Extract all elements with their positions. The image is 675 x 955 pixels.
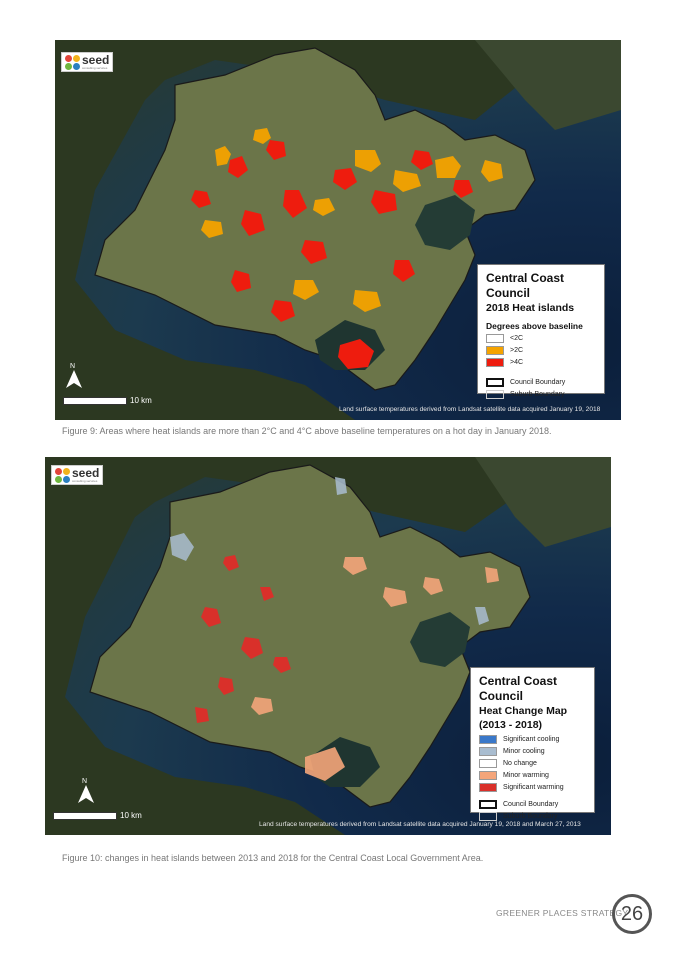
legend-item-label: >2C <box>510 347 524 354</box>
legend-section-heading: Degrees above baseline <box>486 321 583 331</box>
legend-item: Significant cooling <box>479 735 586 744</box>
map-legend: Central Coast Council Heat Change Map (2… <box>470 667 595 821</box>
legend-item: Significant warming <box>479 783 586 792</box>
north-arrow-icon: N <box>66 363 82 388</box>
figure-caption: Figure 10: changes in heat islands betwe… <box>62 853 484 863</box>
map-imagery <box>45 457 611 835</box>
page-number: 26 <box>612 894 652 934</box>
footer-document-title: GREENER PLACES STRATEGY <box>496 908 629 918</box>
scale-bar: 10 km <box>53 811 142 820</box>
seed-logo-subtext: consulting services <box>72 479 98 483</box>
figure-caption: Figure 9: Areas where heat islands are m… <box>62 426 552 436</box>
significant-warming-patches <box>195 555 291 723</box>
legend-swatch <box>479 735 497 744</box>
map-imagery <box>55 40 621 420</box>
tuggerah-lake <box>415 195 475 250</box>
legend-title: Central Coast Council <box>479 674 558 703</box>
seed-logo-wordmark: seed <box>82 53 110 67</box>
legend-swatch <box>486 390 504 399</box>
legend-swatch <box>479 800 497 809</box>
legend-item-label: Minor cooling <box>503 748 545 755</box>
legend-swatch <box>479 783 497 792</box>
legend-item-label: Significant warming <box>503 784 564 791</box>
legend-item: Minor warming <box>479 771 586 780</box>
legend-item-label: No change <box>503 760 537 767</box>
legend-item-label: Minor warming <box>503 772 549 779</box>
legend-item-label: Significant cooling <box>503 736 560 743</box>
minor-warming-patches <box>251 557 499 781</box>
seed-logo-mark <box>55 467 70 483</box>
seed-logo-mark <box>65 54 80 70</box>
legend-swatch <box>479 812 497 821</box>
seed-logo-subtext: consulting services <box>82 66 108 70</box>
council-area <box>94 47 536 391</box>
legend-item-label: Suburb Boundary <box>510 391 565 398</box>
legend-swatch <box>479 747 497 756</box>
heat-change-map: seed consulting services Central Coast C… <box>45 457 611 835</box>
legend-item: Suburb Boundary <box>479 812 586 821</box>
legend-swatch <box>486 358 504 367</box>
legend-swatch <box>486 378 504 387</box>
north-arrow-label: N <box>70 363 75 370</box>
north-arrow-icon: N <box>78 778 94 803</box>
legend-item: Council Boundary <box>486 378 596 387</box>
legend-subtitle-period: (2013 - 2018) <box>479 719 543 731</box>
legend-swatch <box>479 759 497 768</box>
seed-logo: seed consulting services <box>61 52 114 72</box>
legend-item: Suburb Boundary <box>486 390 596 399</box>
legend-item-label: Council Boundary <box>510 379 566 386</box>
seed-logo-wordmark: seed <box>72 466 100 480</box>
legend-subtitle: Heat Change Map <box>479 705 568 717</box>
seed-logo: seed consulting services <box>51 465 104 485</box>
heat-islands-map: seed consulting services Central Coast C… <box>55 40 621 420</box>
legend-swatch <box>479 771 497 780</box>
legend-item-label: <2C <box>510 335 524 342</box>
legend-item-label: Council Boundary <box>503 801 559 808</box>
scale-bar-label: 10 km <box>120 811 142 820</box>
legend-item: Council Boundary <box>479 800 586 809</box>
legend-item: >2C <box>486 346 596 355</box>
heat-patches-4c <box>191 140 473 369</box>
legend-swatch <box>486 346 504 355</box>
minor-cooling-patches <box>170 477 489 625</box>
north-arrow-label: N <box>82 778 87 785</box>
scale-bar-label: 10 km <box>130 396 152 405</box>
legend-item-label: Suburb Boundary <box>503 813 558 820</box>
legend-item: Minor cooling <box>479 747 586 756</box>
data-credit: Land surface temperatures derived from L… <box>259 821 581 828</box>
heat-patches-2c <box>201 128 503 312</box>
legend-item: No change <box>479 759 586 768</box>
legend-title: Central Coast Council <box>486 271 565 300</box>
legend-item: >4C <box>486 358 596 367</box>
legend-item: <2C <box>486 334 596 343</box>
legend-subtitle: 2018 Heat islands <box>486 302 575 314</box>
scale-bar: 10 km <box>63 396 152 405</box>
data-credit: Land surface temperatures derived from L… <box>339 406 601 413</box>
tuggerah-lake <box>410 612 470 667</box>
legend-item-label: >4C <box>510 359 524 366</box>
legend-swatch <box>486 334 504 343</box>
map-legend: Central Coast Council 2018 Heat islands … <box>477 264 605 399</box>
